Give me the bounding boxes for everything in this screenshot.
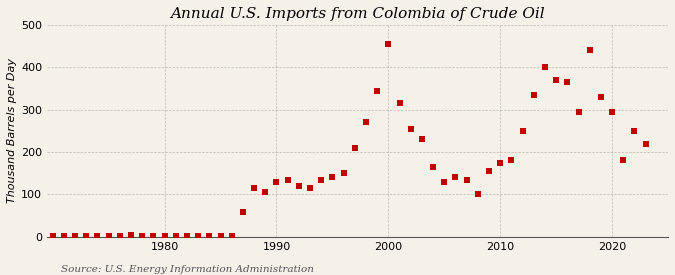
Point (585, 48, 595, 53)
Point (607, 109, 618, 114)
Point (551, 78, 562, 82)
Point (260, 190, 271, 194)
Point (629, 129, 640, 133)
Point (193, 234, 204, 238)
Point (450, 175, 461, 180)
Point (159, 234, 170, 238)
Point (59, 234, 70, 238)
Point (204, 234, 215, 238)
Point (70, 234, 80, 238)
Point (126, 232, 136, 237)
Point (405, 126, 416, 131)
Point (539, 65, 550, 70)
Point (461, 177, 472, 182)
Point (226, 234, 237, 238)
Point (92, 234, 103, 238)
Point (316, 177, 327, 182)
Point (595, 95, 606, 99)
Text: Source: U.S. Energy Information Administration: Source: U.S. Energy Information Administ… (61, 265, 314, 274)
Point (428, 165, 439, 169)
Point (360, 120, 371, 125)
Point (148, 234, 159, 238)
Point (618, 158, 628, 163)
Point (248, 186, 259, 190)
Y-axis label: Thousand Barrels per Day: Thousand Barrels per Day (7, 58, 17, 203)
Point (238, 210, 248, 214)
Point (170, 234, 181, 238)
Point (641, 141, 651, 146)
Point (383, 42, 394, 46)
Title: Annual U.S. Imports from Colombia of Crude Oil: Annual U.S. Imports from Colombia of Cru… (170, 7, 545, 21)
Point (529, 93, 539, 97)
Point (472, 192, 483, 197)
Point (506, 158, 517, 163)
Point (394, 101, 405, 105)
Point (271, 179, 282, 184)
Point (338, 171, 349, 175)
Point (327, 175, 338, 180)
Point (372, 88, 383, 93)
Point (115, 234, 126, 238)
Point (182, 234, 192, 238)
Point (282, 177, 293, 182)
Point (484, 169, 495, 173)
Point (294, 184, 304, 188)
Point (416, 137, 427, 141)
Point (517, 129, 528, 133)
Point (215, 234, 226, 238)
Point (573, 109, 584, 114)
Point (439, 179, 450, 184)
Point (103, 234, 114, 238)
Point (350, 145, 360, 150)
Point (304, 186, 315, 190)
Point (562, 80, 573, 84)
Point (137, 234, 148, 238)
Point (47, 234, 58, 238)
Point (81, 234, 92, 238)
Point (495, 160, 506, 165)
